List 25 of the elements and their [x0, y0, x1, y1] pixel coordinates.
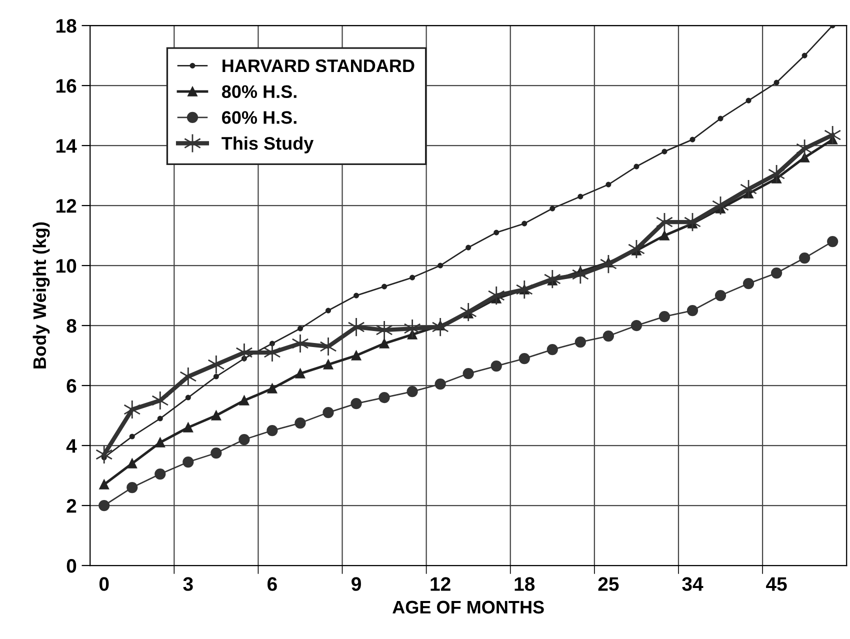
y-tick-label: 18 [56, 19, 76, 33]
x-axis-title: AGE OF MONTHS [392, 600, 544, 614]
y-tick-label: 16 [56, 79, 76, 93]
legend-label: HARVARD STANDARD [222, 59, 414, 72]
y-tick-label: 0 [66, 558, 76, 573]
legend-label: This Study [222, 136, 314, 154]
x-tick-label: 25 [598, 577, 619, 591]
y-tick-label: 12 [56, 199, 76, 213]
x-tick-label: 6 [268, 577, 277, 591]
x-tick-label: 45 [766, 577, 787, 591]
x-tick-label: 34 [682, 577, 704, 591]
y-tick-label: 8 [66, 319, 76, 333]
legend-label: 80% H.S. [222, 85, 296, 98]
x-tick-label: 12 [430, 577, 450, 591]
x-tick-label: 18 [514, 577, 535, 591]
y-tick-label: 10 [56, 259, 76, 273]
y-tick-label: 14 [56, 139, 77, 153]
y-tick-label: 2 [66, 498, 76, 513]
legend-label: 60% H.S. [222, 111, 296, 124]
y-tick-label: 6 [66, 379, 76, 393]
y-tick-label: 4 [66, 439, 77, 453]
y-axis-title: Body Weight (kg) [32, 222, 50, 368]
x-tick-label: 0 [99, 577, 109, 591]
x-tick-label: 3 [183, 577, 193, 591]
x-tick-label: 9 [352, 577, 361, 591]
